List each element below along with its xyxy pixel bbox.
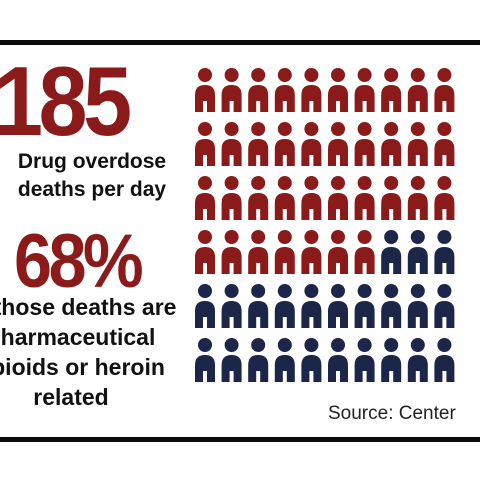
person-icon [381, 68, 402, 112]
person-icon [221, 68, 242, 112]
person-icon [407, 230, 428, 274]
person-icon [328, 176, 348, 220]
person-icon [328, 338, 348, 382]
person-icon [248, 68, 269, 112]
person-icon [301, 176, 322, 220]
person-icon [354, 230, 375, 274]
person-icon [301, 68, 322, 112]
person-icon [434, 284, 455, 328]
source-note: Source: Center [328, 403, 456, 424]
person-icon [407, 176, 428, 220]
person-icon [195, 284, 215, 328]
person-icon [381, 284, 402, 328]
percent-label: of those deaths are pharmaceutical opioi… [0, 294, 177, 410]
person-icon [274, 122, 295, 166]
person-icon [274, 230, 295, 274]
person-icon [354, 68, 375, 112]
person-icon [195, 68, 215, 112]
person-icon [407, 68, 428, 112]
person-icon [381, 176, 402, 220]
person-icon [381, 122, 402, 166]
person-icon [434, 68, 455, 112]
person-icon [195, 230, 215, 274]
person-icon [248, 284, 269, 328]
person-icon [301, 338, 322, 382]
person-icon [301, 230, 322, 274]
person-icon [434, 176, 455, 220]
person-icon [195, 122, 215, 166]
person-icon [274, 68, 295, 112]
person-icon [274, 284, 295, 328]
person-icon [328, 68, 348, 112]
person-icon [381, 338, 402, 382]
person-icon [407, 284, 428, 328]
person-icon [221, 122, 242, 166]
person-icon [221, 338, 242, 382]
person-icon [354, 338, 375, 382]
person-icon [434, 122, 455, 166]
person-icon [195, 338, 215, 382]
top-rule [0, 40, 480, 45]
person-icon [248, 230, 269, 274]
deaths-per-day-number: 185 [0, 46, 132, 156]
percent-value: 68% [14, 219, 144, 304]
person-icon [221, 176, 242, 220]
person-icon [248, 122, 269, 166]
person-icon [274, 338, 295, 382]
person-icon [434, 230, 455, 274]
person-icon [221, 284, 242, 328]
person-icon [354, 122, 375, 166]
person-icon [434, 338, 455, 382]
person-icon [328, 122, 348, 166]
deaths-per-day-label: Drug overdose deaths per day [17, 150, 167, 201]
person-icon [274, 176, 295, 220]
person-icon [221, 230, 242, 274]
person-icon [328, 230, 348, 274]
bottom-rule [0, 437, 480, 442]
person-icon [328, 284, 348, 328]
person-icon [354, 176, 375, 220]
person-icon [407, 338, 428, 382]
person-icon [407, 122, 428, 166]
person-icon [381, 230, 402, 274]
person-icon [354, 284, 375, 328]
person-icon [301, 122, 322, 166]
person-icon [248, 176, 269, 220]
person-icon [301, 284, 322, 328]
person-icon [248, 338, 269, 382]
person-icon [195, 176, 215, 220]
